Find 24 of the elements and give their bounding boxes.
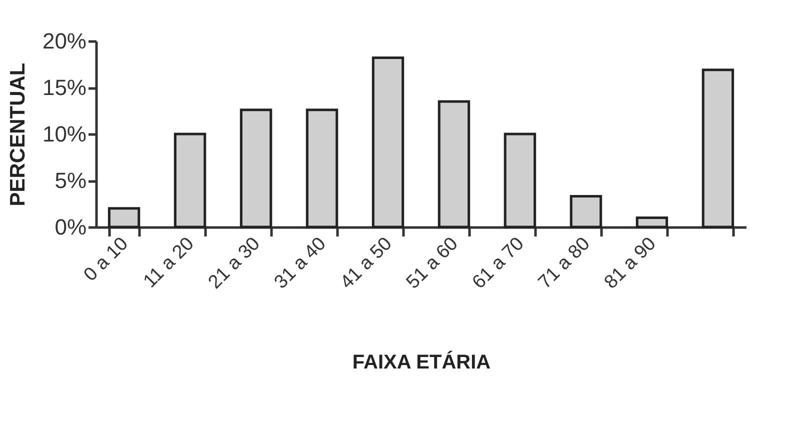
bar [306, 108, 338, 228]
bar [240, 108, 272, 228]
bar [636, 216, 668, 228]
bar [108, 207, 140, 228]
x-tick-label: 51 a 60 [402, 233, 462, 294]
x-tick-label: 61 a 70 [468, 233, 528, 294]
x-tick-label: 41 a 50 [336, 233, 396, 294]
y-tick-label: 10% [42, 122, 86, 146]
bar [504, 132, 536, 228]
bar [702, 68, 734, 228]
x-tick-label: 31 a 40 [270, 233, 330, 294]
bar [438, 100, 470, 228]
x-tick-label: 71 a 80 [534, 233, 594, 294]
y-tick-label: 20% [42, 28, 86, 54]
x-axis-title: FAIXA ETÁRIA [352, 350, 491, 374]
x-tick-label: 11 a 20 [140, 233, 198, 292]
bar [570, 195, 602, 228]
x-tick-label: 81 a 90 [600, 233, 660, 294]
x-tick-label: 21 a 30 [204, 233, 264, 294]
bar [372, 56, 404, 228]
y-axis-title: PERCENTUAL [6, 62, 30, 206]
y-tick-label: 15% [42, 75, 86, 100]
bar [174, 132, 206, 228]
y-tick-label: 5% [54, 168, 86, 193]
